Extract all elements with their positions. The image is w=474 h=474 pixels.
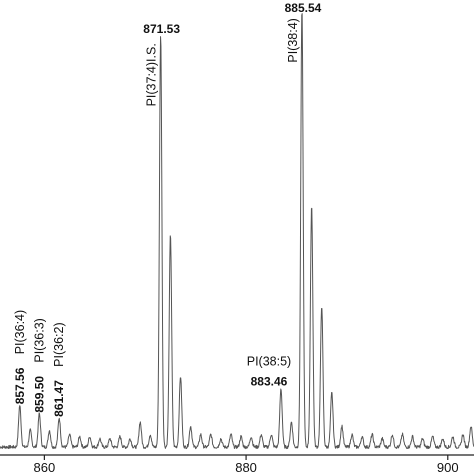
x-axis: 860 880 900 <box>0 454 474 474</box>
peak-annotation-857.56: PI(36:4) <box>13 310 27 354</box>
spectrum-layer <box>0 13 474 450</box>
spectrum-trace <box>0 13 474 450</box>
peak-annotation-859.50: PI(36:3) <box>32 318 46 362</box>
x-tick-label-900: 900 <box>437 460 459 474</box>
peak-mz-label-859.50: 859.50 <box>32 376 46 413</box>
peak-mz-label-857.56: 857.56 <box>13 367 27 404</box>
peak-mz-label-871.53: 871.53 <box>143 22 180 36</box>
peak-annotation-861.47: PI(36:2) <box>52 322 66 366</box>
peak-labels: 857.56 PI(36:4) 859.50 PI(36:3) 861.47 PI(36:… <box>13 1 322 417</box>
peak-annotation-883.46: PI(38:5) <box>247 355 291 369</box>
peak-mz-label-885.54: 885.54 <box>285 1 322 15</box>
peak-mz-label-861.47: 861.47 <box>52 380 66 417</box>
x-tick-label-860: 860 <box>34 460 56 474</box>
peak-annotation-871.53: PI(37:4)I.S. <box>145 43 159 106</box>
x-tick-label-880: 880 <box>235 460 257 474</box>
peak-annotation-885.54: PI(38:4) <box>286 18 300 62</box>
peak-mz-label-883.46: 883.46 <box>251 375 288 389</box>
